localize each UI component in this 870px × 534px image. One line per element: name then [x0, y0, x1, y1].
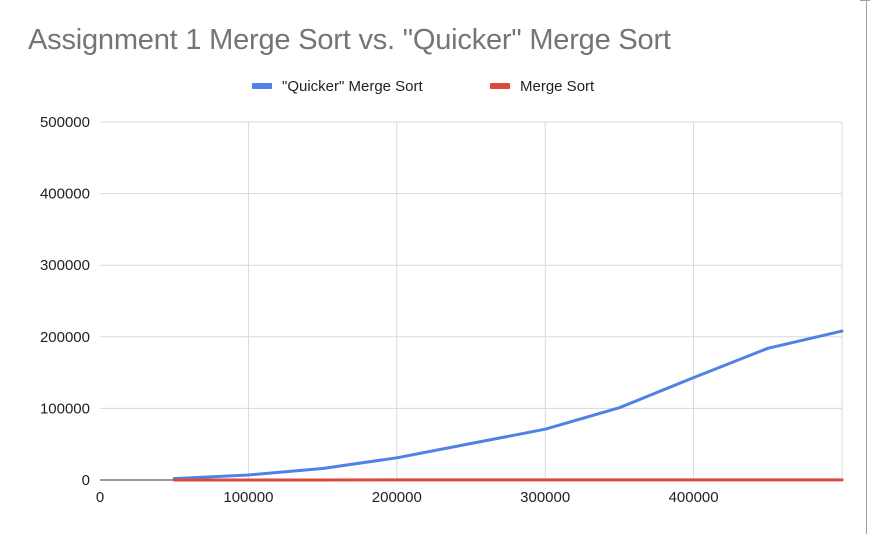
x-tick-label: 200000 [372, 489, 422, 506]
legend-swatch-2 [490, 83, 510, 89]
series-lines [172, 329, 844, 482]
x-tick-label: 400000 [669, 489, 719, 506]
y-tick-label: 0 [82, 472, 90, 489]
y-tick-label: 200000 [40, 329, 90, 346]
legend-label-2: Merge Sort [520, 78, 595, 95]
y-tick-label: 100000 [40, 400, 90, 417]
chart-title: Assignment 1 Merge Sort vs. "Quicker" Me… [28, 24, 671, 56]
legend: "Quicker" Merge Sort Merge Sort [252, 78, 595, 95]
y-tick-label: 400000 [40, 186, 90, 203]
y-tick-labels: 0 100000 200000 300000 400000 500000 [40, 114, 90, 489]
grid-lines [100, 121, 843, 480]
series-line-1 [172, 329, 844, 481]
frame-top-edge [860, 0, 870, 1]
frame-right-edge [866, 0, 867, 534]
legend-swatch-1 [252, 83, 272, 89]
x-tick-labels: 0 100000 200000 300000 400000 [96, 489, 719, 506]
x-tick-label: 0 [96, 489, 104, 506]
y-tick-label: 500000 [40, 114, 90, 131]
x-tick-label: 100000 [223, 489, 273, 506]
legend-label-1: "Quicker" Merge Sort [282, 78, 424, 95]
x-tick-label: 300000 [520, 489, 570, 506]
y-tick-label: 300000 [40, 257, 90, 274]
